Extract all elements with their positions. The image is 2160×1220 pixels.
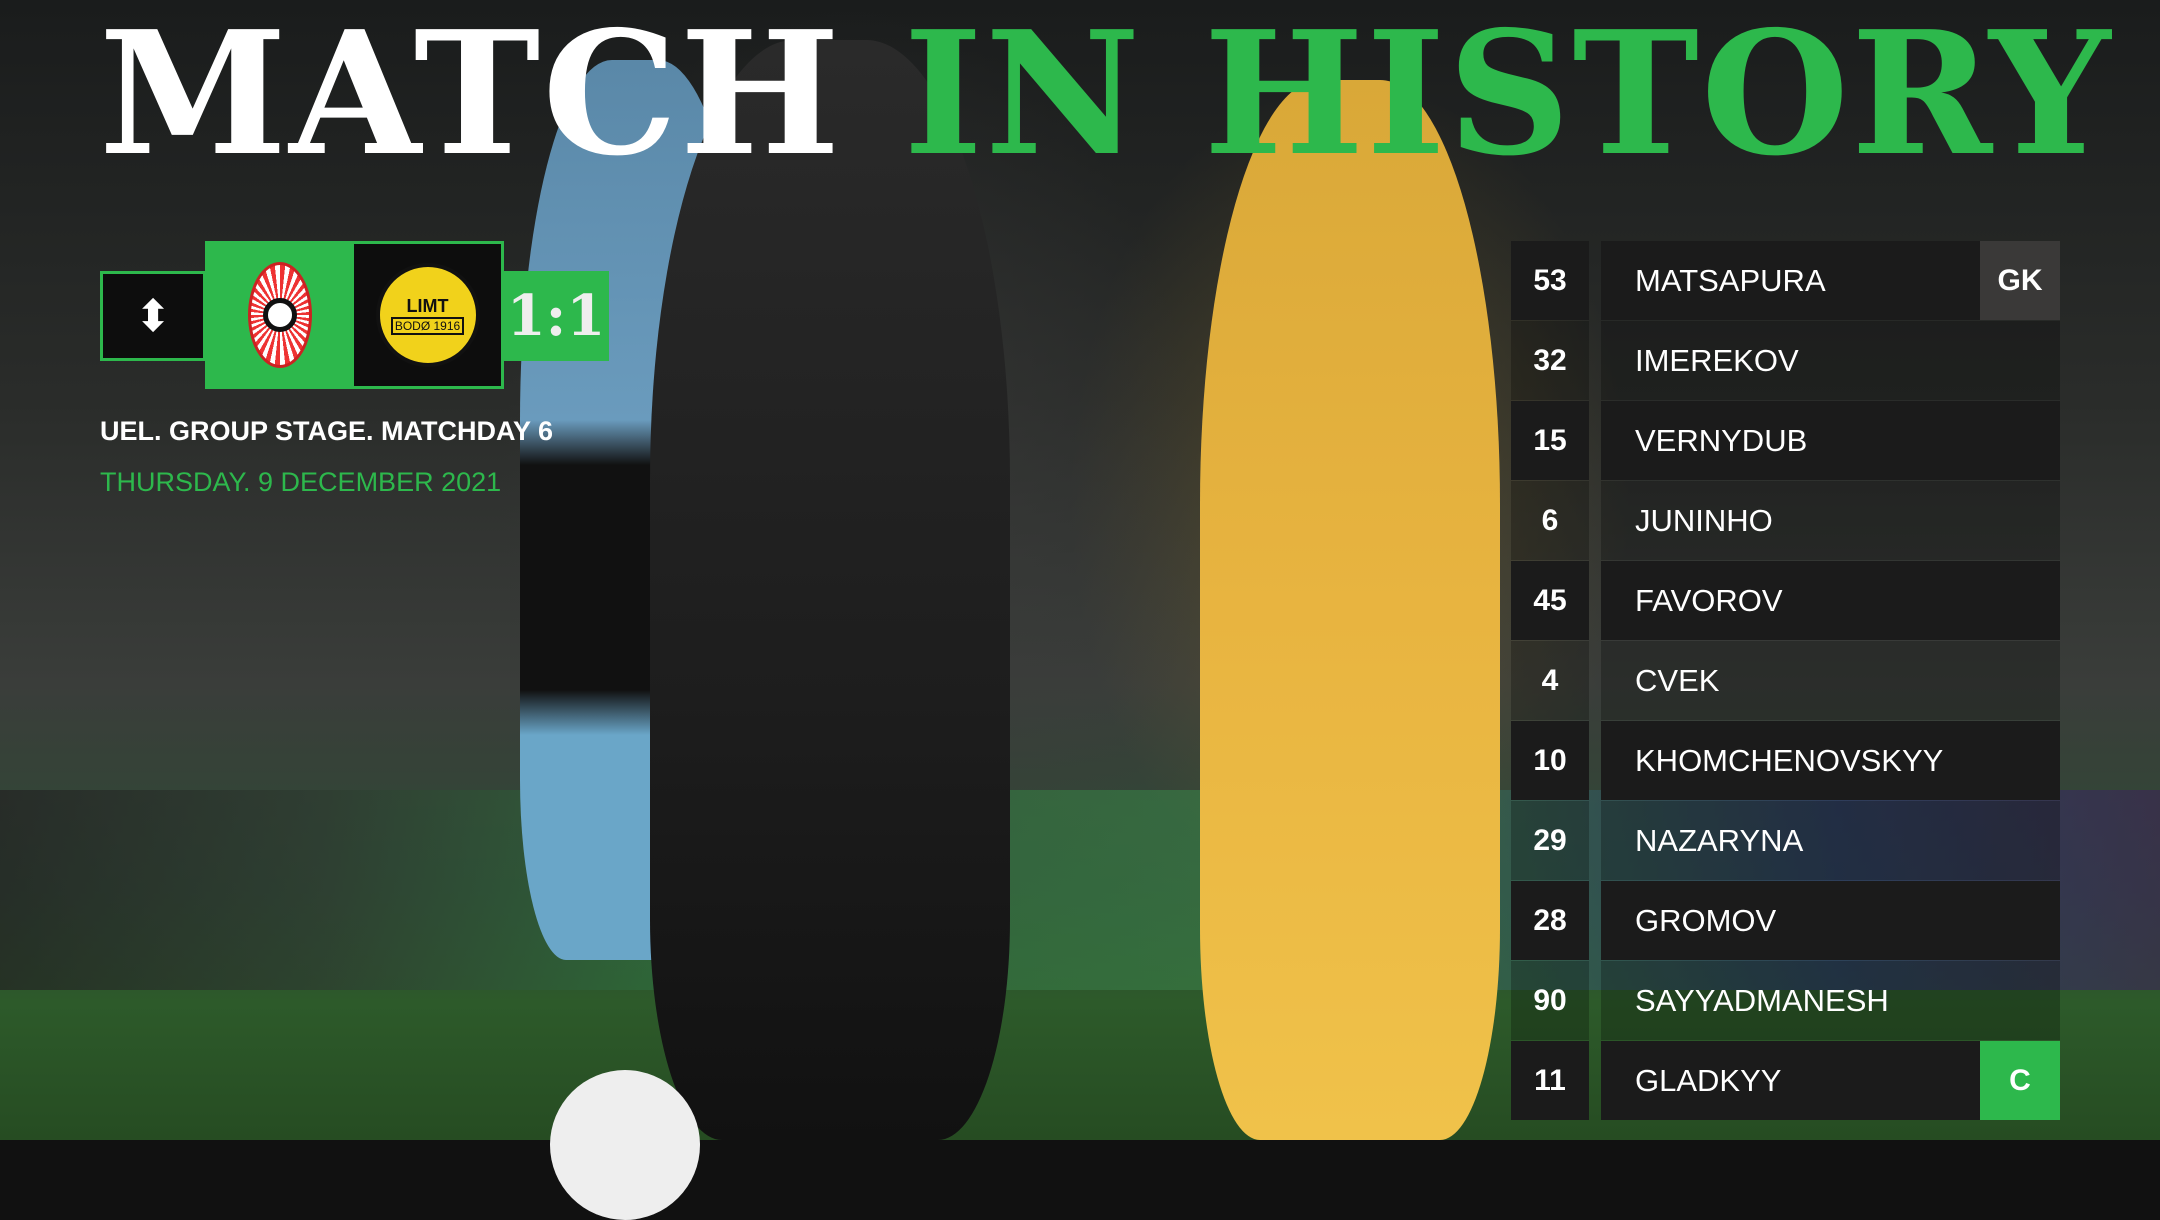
player-name: KHOMCHENOVSKYY — [1601, 721, 2060, 800]
player-number: 29 — [1511, 801, 1589, 880]
player-name: JUNINHO — [1601, 481, 2060, 560]
lineup-row: 45 FAVOROV — [1511, 561, 2060, 641]
player-name: CVEK — [1601, 641, 2060, 720]
title-white: MATCH — [99, 0, 843, 194]
player-yellow-figure — [1200, 80, 1500, 1140]
zorya-crest-icon — [248, 262, 312, 368]
crest-text: BODØ 1916 — [390, 316, 465, 335]
title-green: IN HISTORY — [903, 0, 2113, 194]
lineup-row: 90 SAYYADMANESH — [1511, 961, 2060, 1041]
player-number: 28 — [1511, 881, 1589, 960]
player-number: 15 — [1511, 401, 1589, 480]
match-date: THURSDAY. 9 DECEMBER 2021 — [100, 467, 502, 497]
lineup-row: 15 VERNYDUB — [1511, 401, 2060, 481]
lineup-row: 32 IMEREKOV — [1511, 321, 2060, 401]
player-number: 45 — [1511, 561, 1589, 640]
player-name: GROMOV — [1601, 881, 2060, 960]
lineup-row: 53 MATSAPURA GK — [1511, 241, 2060, 321]
player-name: NAZARYNA — [1601, 801, 2060, 880]
lineup-row: 28 GROMOV — [1511, 881, 2060, 961]
page-title: MATCH IN HISTORY — [99, 9, 2112, 179]
bodo-glimt-crest-icon: LIMT BODØ 1916 — [375, 263, 480, 367]
player-number: 32 — [1511, 321, 1589, 400]
player-name: SAYYADMANESH — [1601, 961, 2060, 1040]
player-number: 6 — [1511, 481, 1589, 560]
away-team-badge: LIMT BODØ 1916 — [354, 241, 504, 389]
score: 1:1 — [503, 271, 609, 361]
lineup-row: 10 KHOMCHENOVSKYY — [1511, 721, 2060, 801]
lineup-row: 11 GLADKYY C — [1511, 1041, 2060, 1121]
home-team-badge — [205, 241, 355, 389]
goalkeeper-badge: GK — [1980, 241, 2060, 320]
lineup-row: 29 NAZARYNA — [1511, 801, 2060, 881]
player-number: 4 — [1511, 641, 1589, 720]
lineup-list: 53 MATSAPURA GK 32 IMEREKOV 15 VERNYDUB 6 JUNINH… — [1511, 241, 2060, 1121]
lineup-row: 6 JUNINHO — [1511, 481, 2060, 561]
competition-badge: ⬍ — [100, 271, 206, 361]
player-name: VERNYDUB — [1601, 401, 2060, 480]
player-name: IMEREKOV — [1601, 321, 2060, 400]
player-number: 53 — [1511, 241, 1589, 320]
player-number: 11 — [1511, 1041, 1589, 1120]
player-name: FAVOROV — [1601, 561, 2060, 640]
player-number: 10 — [1511, 721, 1589, 800]
player-number: 90 — [1511, 961, 1589, 1040]
match-stage: UEL. GROUP STAGE. MATCHDAY 6 — [100, 416, 554, 446]
ball — [550, 1070, 700, 1220]
captain-badge: C — [1980, 1041, 2060, 1120]
lineup-row: 4 CVEK — [1511, 641, 2060, 721]
player-dark-figure — [650, 40, 1010, 1140]
conference-league-trophy-icon: ⬍ — [134, 291, 172, 341]
